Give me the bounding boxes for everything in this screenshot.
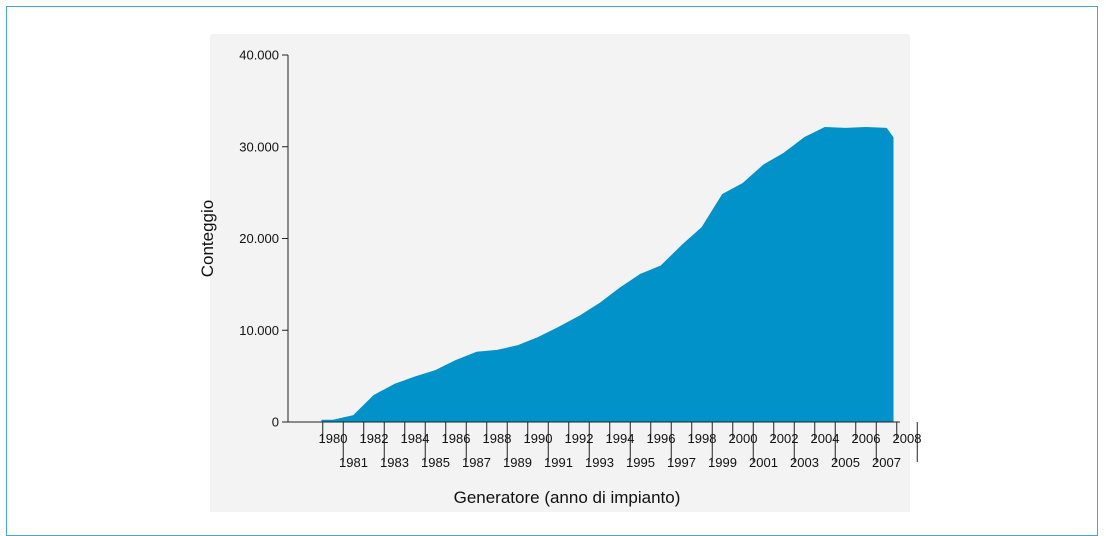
- area-layer: [321, 127, 894, 423]
- x-tick-label: 1997: [667, 455, 696, 470]
- x-tick-label: 1988: [483, 431, 512, 446]
- y-axis-title: Conteggio: [198, 200, 217, 278]
- x-axis-title: Generatore (anno di impianto): [454, 488, 681, 507]
- x-tick-label: 2002: [770, 431, 799, 446]
- y-tick-label: 0: [272, 415, 279, 430]
- x-tick-label: 1983: [380, 455, 409, 470]
- x-tick-label: 1987: [462, 455, 491, 470]
- x-tick-label: 1996: [647, 431, 676, 446]
- x-tick-label: 2007: [872, 455, 901, 470]
- x-tick-label: 2008: [893, 431, 922, 446]
- x-tick-label: 1994: [606, 431, 635, 446]
- x-tick-label: 1991: [544, 455, 573, 470]
- x-tick-label: 1990: [524, 431, 553, 446]
- x-tick-label: 1993: [585, 455, 614, 470]
- y-axis: 0 10.000 20.000 30.000 40.000: [239, 48, 289, 430]
- x-tick-label: 1980: [319, 431, 348, 446]
- x-tick-label: 1984: [401, 431, 430, 446]
- area-series: [321, 127, 894, 423]
- y-tick-label: 30.000: [239, 139, 279, 154]
- x-axis: 1980 1982 1984 1986 1988 1990 1992 1994 1996 1998…: [288, 421, 922, 470]
- y-tick-label: 20.000: [239, 231, 279, 246]
- x-tick-label: 1985: [421, 455, 450, 470]
- x-tick-label: 1999: [708, 455, 737, 470]
- x-tick-label: 1989: [503, 455, 532, 470]
- x-tick-label: 2004: [811, 431, 840, 446]
- x-tick-label: 1982: [360, 431, 389, 446]
- x-tick-label: 1992: [565, 431, 594, 446]
- x-tick-label: 1998: [688, 431, 717, 446]
- y-tick-label: 10.000: [239, 323, 279, 338]
- x-tick-label: 1986: [442, 431, 471, 446]
- x-tick-label: 2006: [852, 431, 881, 446]
- y-tick-label: 40.000: [239, 48, 279, 63]
- x-tick-label: 1995: [626, 455, 655, 470]
- x-tick-label: 2001: [749, 455, 778, 470]
- x-tick-label: 2003: [790, 455, 819, 470]
- x-tick-label: 2000: [729, 431, 758, 446]
- x-tick-label: 1981: [339, 455, 368, 470]
- x-tick-label: 2005: [831, 455, 860, 470]
